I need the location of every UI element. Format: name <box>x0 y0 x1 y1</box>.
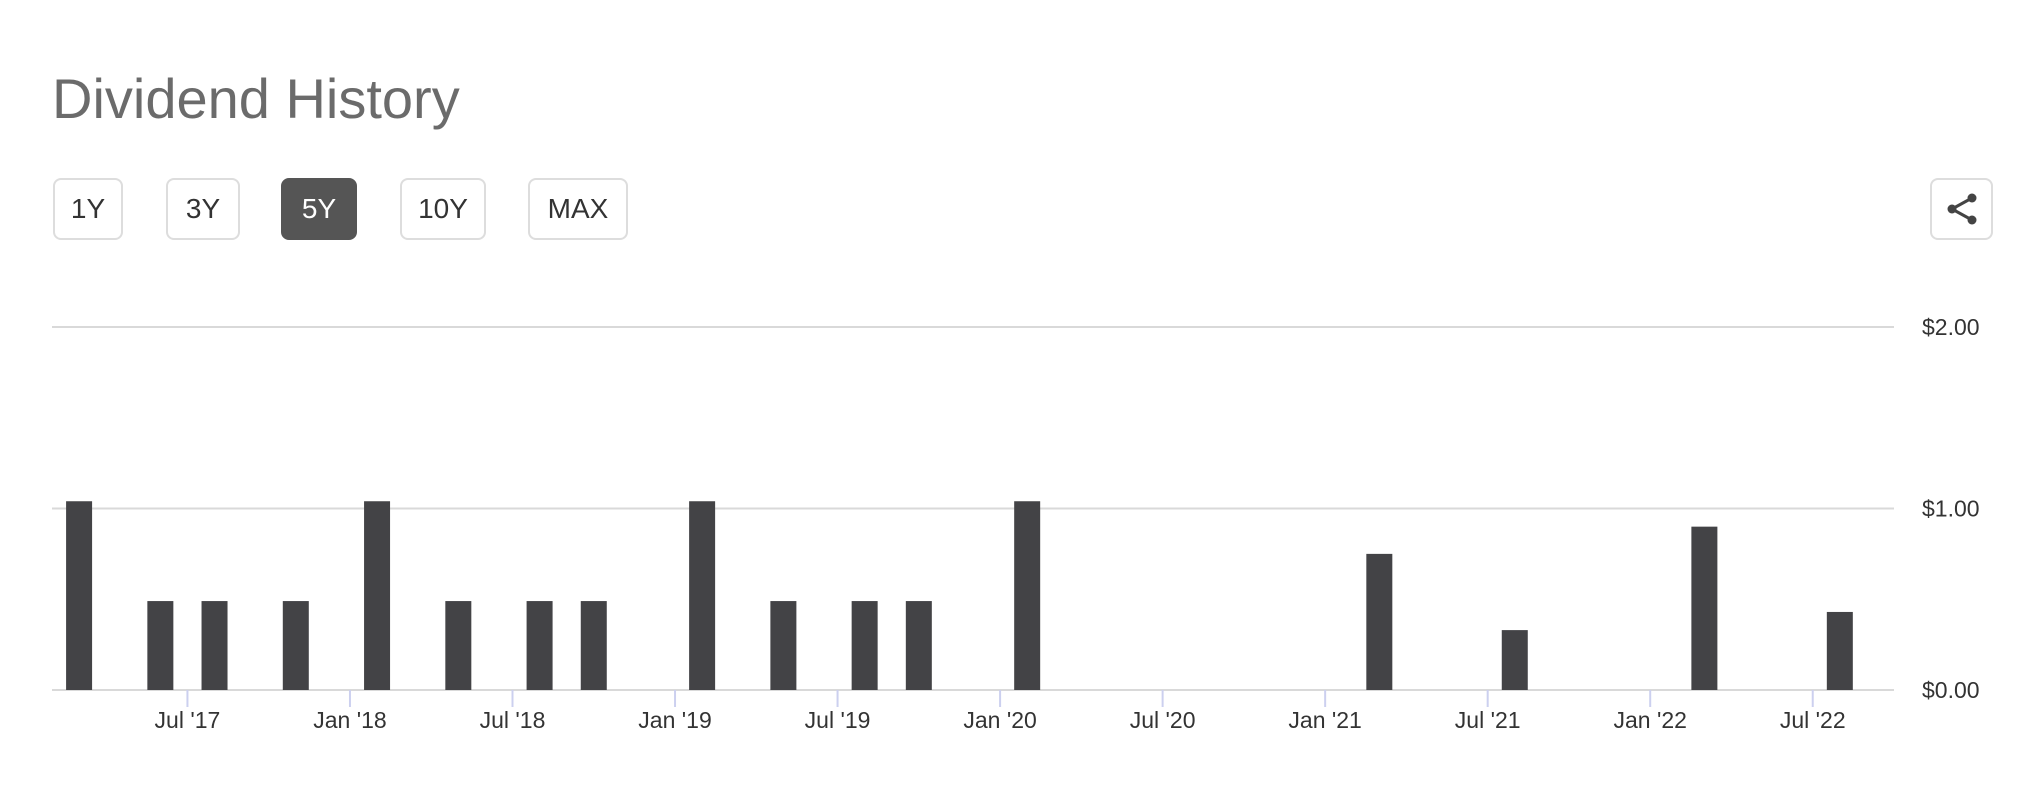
bar <box>201 601 228 690</box>
range-button[interactable]: 1Y <box>53 178 123 240</box>
share-icon <box>1947 193 1976 225</box>
share-button[interactable] <box>1930 178 1993 240</box>
bar <box>526 601 553 690</box>
bar <box>445 601 472 690</box>
range-button[interactable]: 10Y <box>400 178 486 240</box>
bar <box>580 601 607 690</box>
x-tick-label: Jul '19 <box>805 707 871 733</box>
bar <box>851 601 878 690</box>
bar <box>689 501 716 690</box>
y-tick-label: $2.00 <box>1922 314 1980 340</box>
x-tick-label: Jan '18 <box>313 707 386 733</box>
x-tick-label: Jan '21 <box>1288 707 1361 733</box>
x-tick-label: Jul '18 <box>480 707 546 733</box>
x-tick-label: Jul '22 <box>1780 707 1846 733</box>
bar <box>364 501 391 690</box>
x-tick-label: Jan '19 <box>638 707 711 733</box>
x-tick-label: Jan '20 <box>963 707 1036 733</box>
range-button[interactable]: MAX <box>528 178 628 240</box>
bar <box>147 601 174 690</box>
bar <box>1501 630 1528 690</box>
bar <box>1826 611 1853 690</box>
range-button[interactable]: 5Y <box>281 178 357 240</box>
x-tick-label: Jul '21 <box>1455 707 1521 733</box>
bar <box>1366 553 1393 690</box>
bar <box>282 601 309 690</box>
title: Dividend History <box>52 67 460 130</box>
bar <box>66 501 93 690</box>
x-tick-label: Jan '22 <box>1613 707 1686 733</box>
bar <box>1014 501 1041 690</box>
bar <box>905 601 932 690</box>
x-tick-label: Jul '17 <box>155 707 221 733</box>
bar <box>770 601 797 690</box>
y-tick-label: $0.00 <box>1922 677 1980 703</box>
range-button[interactable]: 3Y <box>166 178 240 240</box>
bar <box>1691 526 1718 690</box>
y-tick-label: $1.00 <box>1922 496 1980 522</box>
x-tick-label: Jul '20 <box>1130 707 1196 733</box>
